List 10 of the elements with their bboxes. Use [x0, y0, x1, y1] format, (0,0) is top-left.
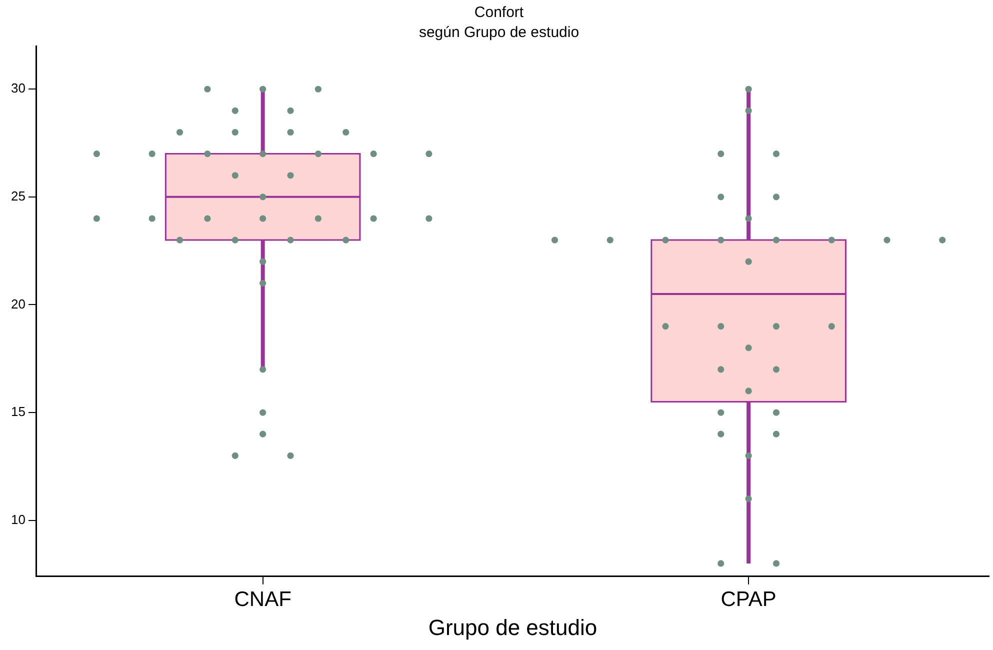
y-tick-label: 20	[10, 296, 26, 312]
x-axis-title: Grupo de estudio	[428, 614, 598, 640]
chart-subtitle: según Grupo de estudio	[418, 24, 580, 42]
y-tick-label: 10	[10, 512, 26, 527]
chart-title: Confort	[474, 4, 524, 22]
x-tick-label: CPAP	[720, 588, 776, 611]
x-tick-label: CNAF	[234, 588, 292, 611]
y-tick-label: 25	[10, 188, 26, 204]
y-tick-label: 15	[10, 404, 26, 420]
y-tick-label: 30	[10, 80, 26, 96]
